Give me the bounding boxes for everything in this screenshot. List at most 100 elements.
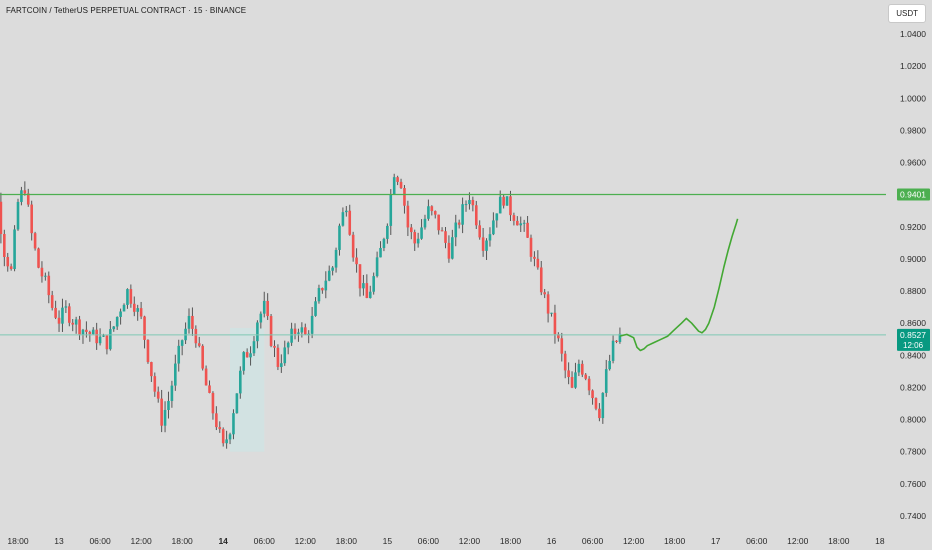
candle-body [136,308,139,312]
currency-button[interactable]: USDT [888,4,926,23]
candle-body [379,247,382,258]
y-tick-label: 0.8000 [900,415,926,425]
candle-body [180,340,184,346]
candle-body [495,213,499,221]
candle-body [403,188,406,206]
x-tick-label: 12:00 [459,536,481,546]
x-tick-label: 18:00 [664,536,686,546]
candle-body [68,306,71,323]
candle-body [351,234,355,258]
candle-body [221,429,225,444]
y-tick-label: 0.9200 [900,222,926,232]
candle-body [122,304,126,312]
candle-body [362,283,365,289]
candle-body [98,336,102,344]
candle-body [286,342,290,348]
candle-body [47,275,51,296]
candle-body [163,409,167,426]
candle-body [584,374,588,379]
candle-body [413,232,417,244]
candle-body [201,345,204,369]
candle-body [410,227,413,233]
candle-body [423,218,427,228]
candle-body [502,196,505,206]
candle-body [420,227,423,239]
candle-body [170,385,174,401]
candle-body [153,376,157,392]
candle-body [457,222,461,225]
candle-body [615,340,618,342]
candle-body [416,238,420,244]
candle-body [505,196,509,206]
countdown-label: 12:06 [903,341,924,350]
chart-title: FARTCOIN / TetherUS PERPETUAL CONTRACT ·… [6,6,247,15]
candle-body [71,322,75,325]
resistance-price-label: 0.9401 [900,190,926,200]
candle-body [567,370,570,378]
x-tick-label: 15 [383,536,393,546]
candle-body [61,307,64,324]
candle-body [300,327,304,333]
candle-body [317,288,321,302]
candle-body [550,312,553,314]
y-tick-label: 0.8200 [900,382,926,392]
x-tick-label: 06:00 [254,536,276,546]
y-tick-label: 0.8600 [900,318,926,328]
candle-body [297,332,300,334]
candle-body [430,206,434,212]
candle-body [239,370,242,394]
y-tick-label: 1.0000 [900,93,926,103]
x-tick-label: 12:00 [130,536,152,546]
candle-body [334,249,338,268]
x-tick-label: 06:00 [582,536,604,546]
y-tick-label: 0.7400 [900,511,926,521]
x-tick-label: 18:00 [172,536,194,546]
highlight-zone [230,328,265,452]
candle-body [341,212,345,226]
candle-body [529,237,533,257]
candle-body [33,233,37,249]
candle-body [3,234,6,257]
y-tick-label: 0.8400 [900,350,926,360]
candle-body [54,307,57,318]
candle-body [314,301,317,316]
candle-body [57,317,61,324]
candle-body [345,210,348,213]
candle-body [293,328,297,334]
y-axis: 1.04001.02001.00000.98000.96000.94000.92… [897,29,930,521]
candle-body [252,341,256,354]
candle-body [389,194,393,226]
candle-body [399,181,403,189]
candle-body [74,319,78,325]
candle-body [338,225,341,250]
candle-body [0,201,3,235]
candle-body [64,306,68,308]
candle-body [587,378,591,391]
candle-body [522,222,526,224]
candle-body [204,368,208,386]
resistance-price-label-box [897,188,930,201]
candle-body [276,347,280,367]
x-tick-label: 12:00 [295,536,317,546]
candle-body [440,230,444,232]
candle-body [245,352,249,358]
candle-body [601,392,605,419]
candle-body [160,398,163,426]
candle-body [132,303,136,312]
candle-body [9,266,13,270]
candle-body [235,393,239,414]
candle-body [553,312,557,335]
x-tick-label: 12:00 [623,536,645,546]
x-tick-label: 14 [218,536,228,546]
candle-body [327,270,331,281]
candle-body [174,363,177,386]
candle-body [331,267,334,271]
candle-body [232,413,235,435]
candle-body [81,329,85,335]
candle-body [321,288,324,291]
x-tick-label: 18:00 [500,536,522,546]
candle-body [290,328,293,343]
x-tick-label: 06:00 [89,536,111,546]
candle-body [471,199,475,206]
